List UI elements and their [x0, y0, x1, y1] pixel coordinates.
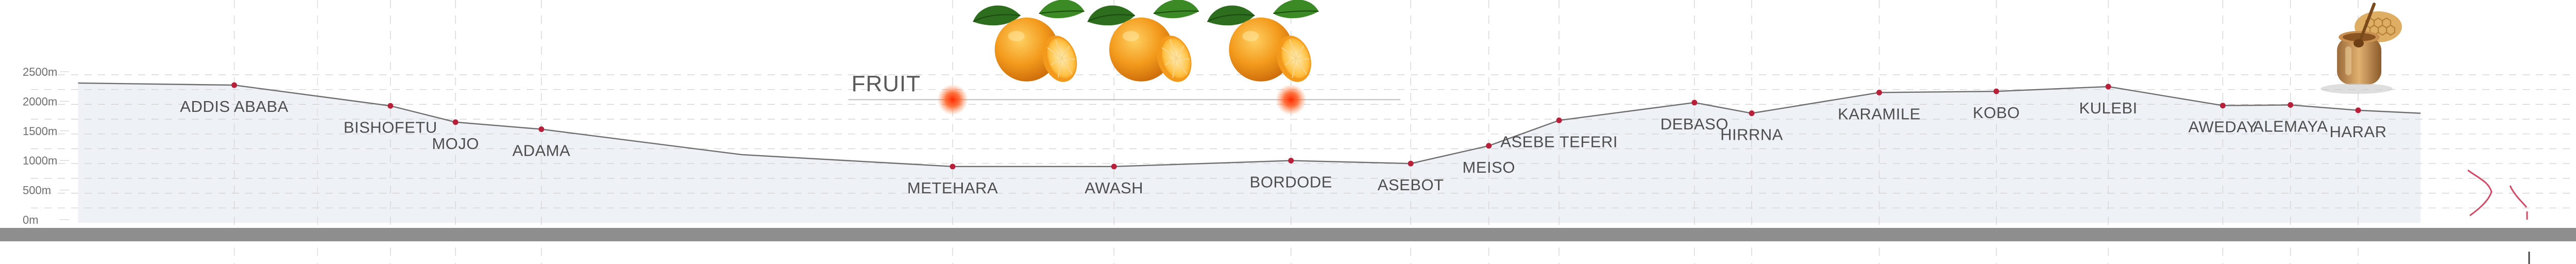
town-label: MEISO — [1463, 158, 1515, 176]
town-label: AWASH — [1084, 179, 1143, 197]
y-tick-label: 500m — [23, 184, 51, 197]
y-tick-label: 2000m — [23, 95, 57, 108]
town-label: BISHOFETU — [344, 118, 437, 136]
town-point — [1876, 89, 1883, 95]
town-points — [231, 82, 2361, 170]
town-point — [1749, 110, 1755, 117]
town-point — [1993, 88, 1999, 94]
town-point — [1691, 100, 1698, 106]
town-point — [538, 126, 545, 133]
town-point — [2287, 102, 2294, 108]
town-label: KULEBI — [2079, 99, 2137, 117]
town-point — [387, 103, 394, 109]
town-label: HARAR — [2330, 123, 2387, 141]
y-tick-label: 1500m — [23, 125, 57, 138]
y-tick-label: 0m — [23, 213, 39, 226]
town-label: KOBO — [1973, 104, 2020, 122]
town-label: ASEBOT — [1378, 176, 1444, 194]
town-point — [1486, 143, 1492, 149]
elevation-area — [78, 83, 2421, 223]
annotations: FRUIT — [848, 71, 1400, 116]
town-label: ASEBE TEFERI — [1500, 133, 1618, 151]
town-point — [2105, 84, 2111, 90]
town-label: KARAMILE — [1838, 105, 1921, 123]
town-label: MOJO — [432, 135, 479, 153]
town-vertical-guides — [233, 0, 2359, 264]
annotation-marker — [937, 84, 969, 116]
grid-lines — [31, 74, 2576, 208]
annotation-label: FRUIT — [852, 71, 921, 96]
town-point — [2355, 107, 2361, 113]
town-point — [1556, 117, 1562, 123]
y-tick-label: 2500m — [23, 65, 57, 78]
corner-scribble — [2467, 169, 2530, 264]
town-label: AWEDAY — [2188, 118, 2257, 136]
y-axis-ticks: 0m 500m 1000m 1500m 2000m 2500m — [23, 65, 69, 226]
town-label: ADDIS ABABA — [180, 97, 289, 116]
town-point — [1408, 160, 1414, 167]
town-point — [452, 119, 459, 125]
town-label: ADAMA — [512, 142, 570, 160]
baseline-bar — [0, 228, 2576, 241]
town-point — [1288, 157, 1294, 163]
town-point — [1111, 163, 1117, 170]
town-point — [950, 163, 956, 170]
town-label: DEBASO — [1660, 115, 1728, 133]
town-label: HIRRNA — [1720, 126, 1783, 144]
town-label: METEHARA — [907, 179, 998, 197]
annotation-marker — [1275, 84, 1307, 116]
town-label: BORDODE — [1250, 173, 1332, 191]
town-point — [231, 82, 238, 88]
town-label: ALEMAYA — [2253, 118, 2328, 136]
y-tick-label: 1000m — [23, 154, 57, 167]
town-point — [2219, 103, 2226, 109]
